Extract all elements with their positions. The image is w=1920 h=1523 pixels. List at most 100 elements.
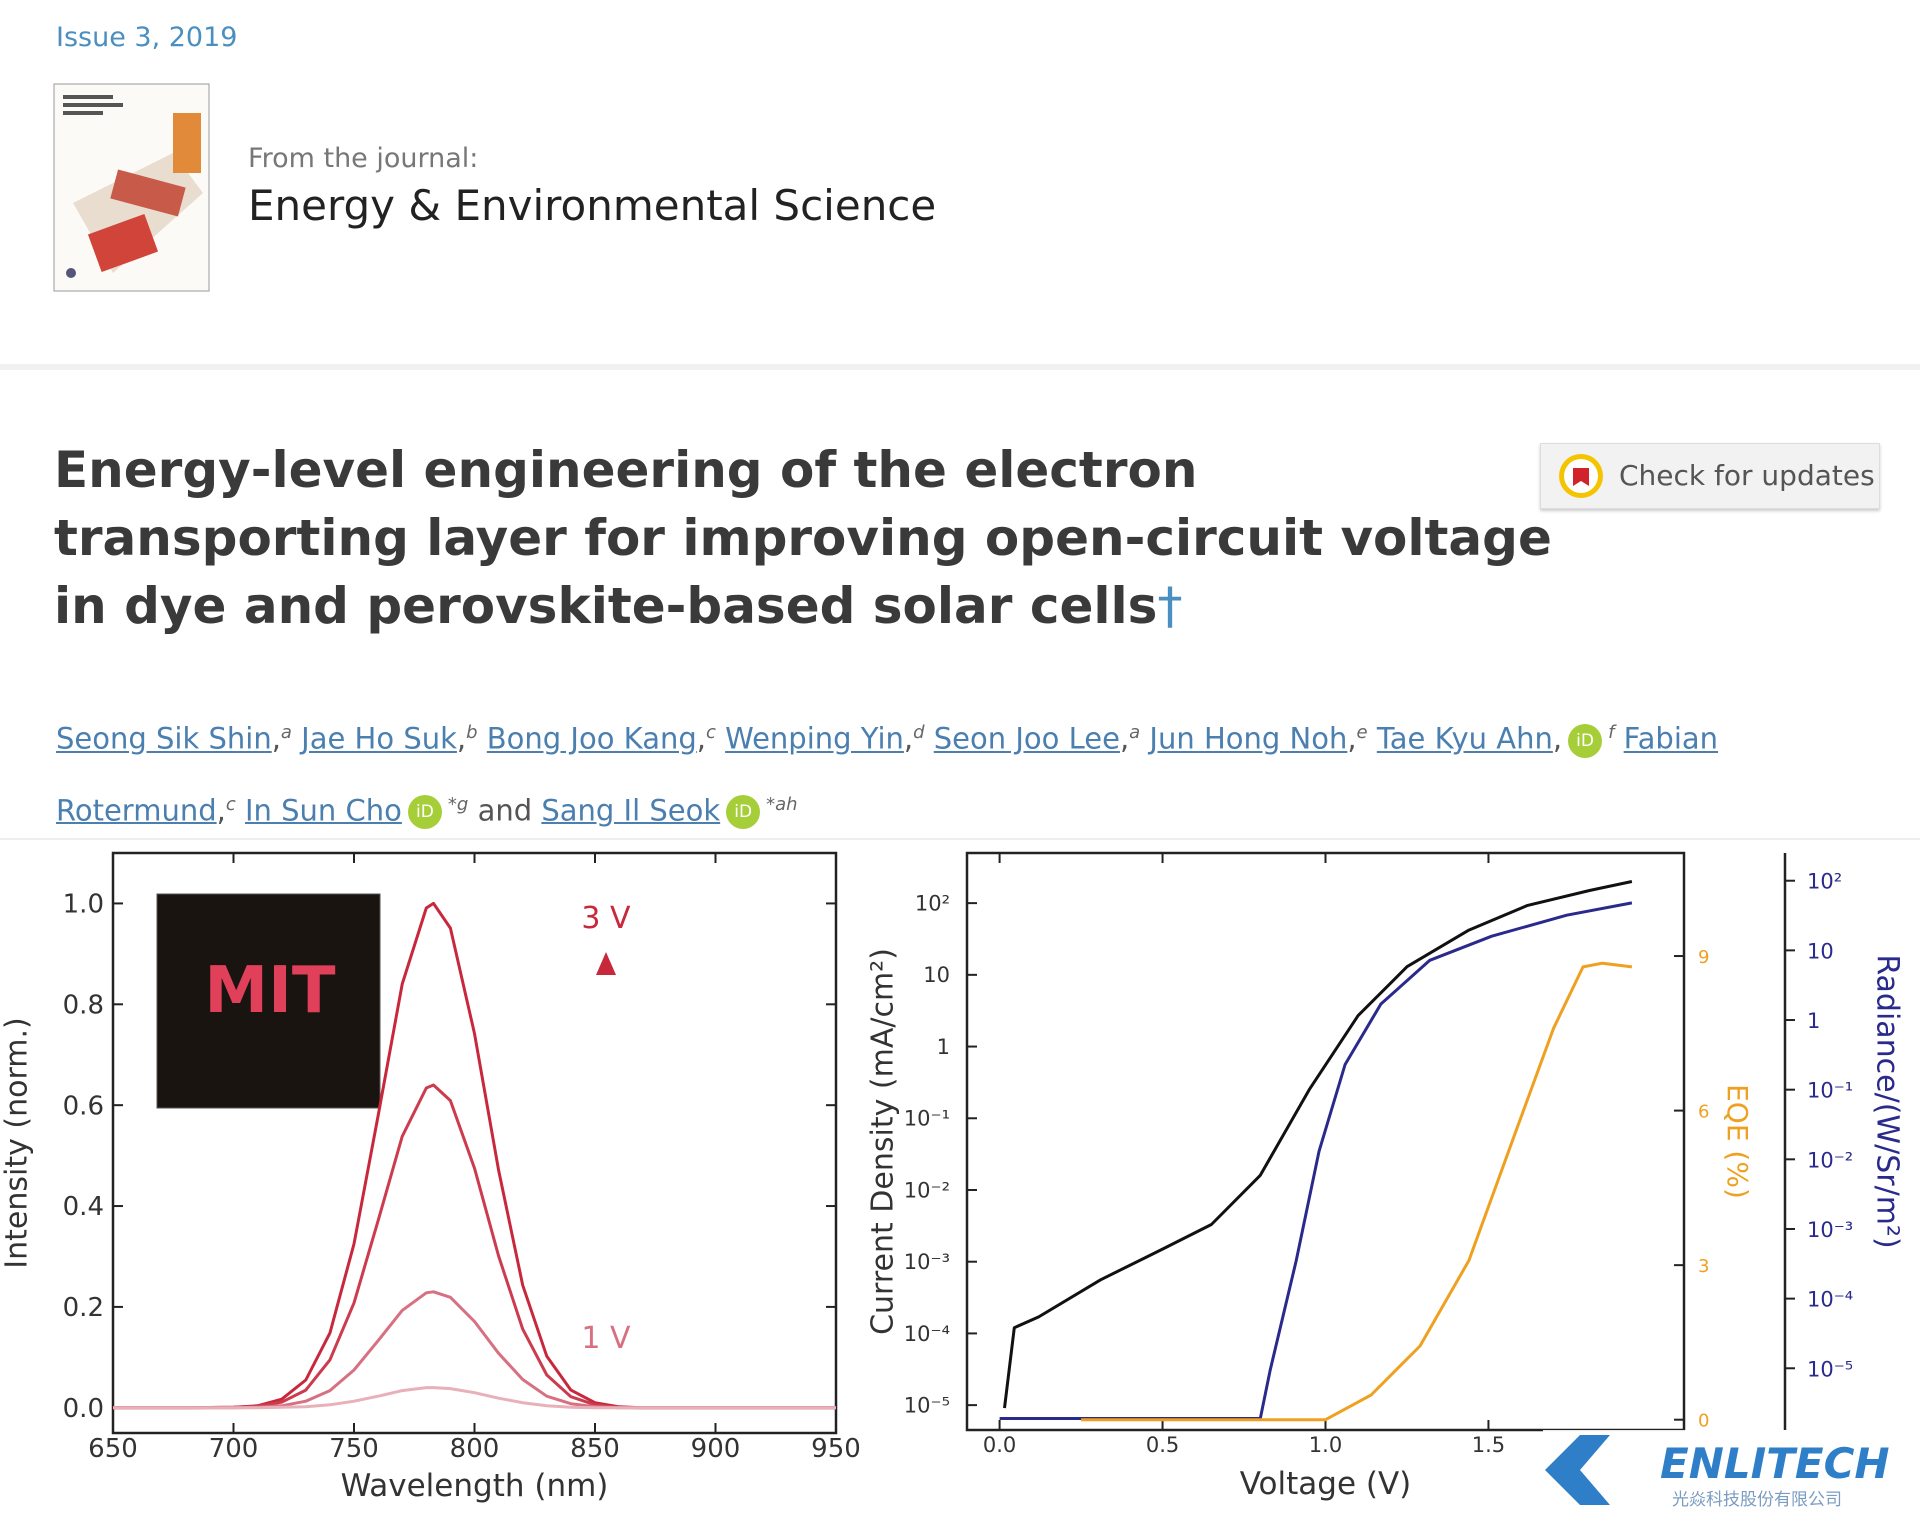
arrow-head (596, 952, 616, 975)
author-name[interactable]: Tae Kyu Ahn (1376, 721, 1553, 756)
y-tick-label: 0.4 (63, 1192, 104, 1222)
affiliation: a (1129, 722, 1141, 743)
separator: , (696, 721, 706, 756)
y-tick-label: 0.8 (63, 990, 104, 1020)
orcid-icon[interactable]: iD (1568, 723, 1603, 758)
separator: , (1347, 721, 1357, 756)
separator: , (216, 793, 226, 828)
icon-bookmark (1573, 468, 1589, 486)
y-tick-label: 10² (915, 891, 950, 915)
x-tick-label: 0.0 (983, 1433, 1016, 1457)
inset-text: MIT (204, 954, 336, 1028)
y3-tick-label: 10⁻¹ (1807, 1079, 1853, 1103)
author-name[interactable]: Jun Hong Noh (1149, 721, 1348, 756)
affiliation: c (225, 793, 236, 815)
y3-tick-label: 10 (1807, 939, 1834, 963)
x-axis-label: Voltage (V) (1240, 1466, 1412, 1502)
author-name[interactable]: Jae Ho Suk (301, 721, 457, 756)
y3-tick-label: 10² (1807, 870, 1842, 894)
author-name[interactable]: In Sun Cho (244, 793, 402, 828)
x-tick-label: 750 (329, 1434, 379, 1464)
x-tick-label: 650 (88, 1434, 138, 1464)
author-name[interactable]: Sang Il Seok (541, 793, 721, 828)
affiliation: d (913, 722, 925, 743)
cover-art (110, 169, 186, 217)
journal-cover[interactable] (53, 83, 210, 292)
x-tick-label: 900 (691, 1434, 741, 1464)
conjunction: and (477, 793, 533, 828)
check-updates-text: Check for updates (1619, 459, 1875, 492)
y2-tick-label: 9 (1698, 947, 1709, 968)
y-tick-label: 1 (937, 1035, 950, 1059)
orcid-icon[interactable]: iD (726, 795, 761, 830)
author-name[interactable]: Wenping Yin (725, 721, 904, 756)
data-line (113, 1386, 836, 1410)
y-tick-label: 10⁻² (904, 1178, 950, 1202)
y3-tick-label: 1 (1807, 1009, 1820, 1033)
plot-frame (965, 851, 1686, 1432)
data-line (1003, 880, 1633, 1409)
title-line: in dye and perovskite-based solar cells† (54, 572, 1552, 640)
check-icon (1559, 454, 1603, 498)
watermark-bg (1543, 1430, 1920, 1523)
watermark-logo (1545, 1435, 1610, 1505)
affiliation: *ah (766, 793, 798, 815)
y-tick-label: 10⁻⁵ (904, 1393, 950, 1417)
y-tick-label: 10⁻³ (904, 1250, 950, 1274)
y3-tick-label: 10⁻³ (1807, 1218, 1853, 1242)
separator: , (1119, 721, 1130, 756)
title-line: Energy-level engineering of the electron (54, 441, 1198, 499)
x-tick-label: 800 (450, 1434, 500, 1464)
footnote-mark[interactable]: † (1157, 577, 1183, 635)
author-name[interactable]: Seong Sik Shin (56, 721, 272, 756)
separator (0, 364, 1920, 370)
x-tick-label: 1.5 (1472, 1433, 1505, 1457)
annotation: 1 V (581, 1321, 631, 1356)
y2-tick-label: 6 (1698, 1102, 1709, 1123)
y-tick-label: 0.2 (63, 1293, 104, 1323)
separator: , (271, 721, 281, 756)
author-name[interactable]: Bong Joo Kang (486, 721, 697, 756)
annotation: 3 V (581, 901, 631, 936)
title-text: in dye and perovskite-based solar cells (54, 577, 1158, 635)
y-tick-label: 0.6 (63, 1091, 104, 1121)
title-line: transporting layer for improving open-ci… (54, 509, 1552, 567)
check-updates-button[interactable]: Check for updates (1540, 443, 1880, 509)
watermark-brand: ENLITECH (1660, 1439, 1890, 1488)
y2-tick-label: 0 (1698, 1411, 1709, 1432)
watermark-subtitle: 光焱科技股份有限公司 (1672, 1490, 1842, 1510)
data-line (113, 1290, 836, 1410)
x-tick-label: 0.5 (1146, 1433, 1179, 1457)
y-tick-label: 0.0 (63, 1394, 104, 1424)
separator: , (903, 721, 914, 756)
cover-art (173, 113, 201, 173)
cover-line (63, 95, 113, 99)
journal-prefix: From the journal: (248, 143, 479, 174)
cover-logo (66, 268, 76, 278)
issue-label[interactable]: Issue 3, 2019 (56, 22, 238, 53)
affiliation: a (280, 722, 292, 743)
author-name[interactable]: Seon Joo Lee (933, 721, 1120, 756)
author-list: Seong Sik Shin,a Jae Ho Suk,b Bong Joo K… (56, 700, 1876, 843)
orcid-icon[interactable]: iD (407, 795, 442, 830)
x-tick-label: 1.0 (1309, 1433, 1342, 1457)
y-tick-label: 10⁻⁴ (904, 1322, 950, 1346)
affiliation: f (1608, 722, 1615, 743)
y-tick-label: 1.0 (63, 890, 104, 920)
affiliation: b (466, 722, 478, 743)
x-axis-label: Wavelength (nm) (341, 1468, 609, 1504)
affiliation: c (705, 722, 716, 743)
inset-photo (156, 893, 381, 1109)
cover-line (63, 103, 123, 107)
y2-axis-label: EQE (%) (1721, 1084, 1754, 1199)
author-name[interactable]: Fabian Rotermund (56, 721, 1719, 828)
x-tick-label: 700 (209, 1434, 259, 1464)
x-tick-label: 950 (811, 1434, 861, 1464)
cover-art (87, 213, 159, 273)
cover-line (63, 111, 103, 115)
y-tick-label: 10 (923, 963, 950, 987)
journal-name[interactable]: Energy & Environmental Science (248, 181, 937, 230)
data-line (113, 901, 836, 1410)
